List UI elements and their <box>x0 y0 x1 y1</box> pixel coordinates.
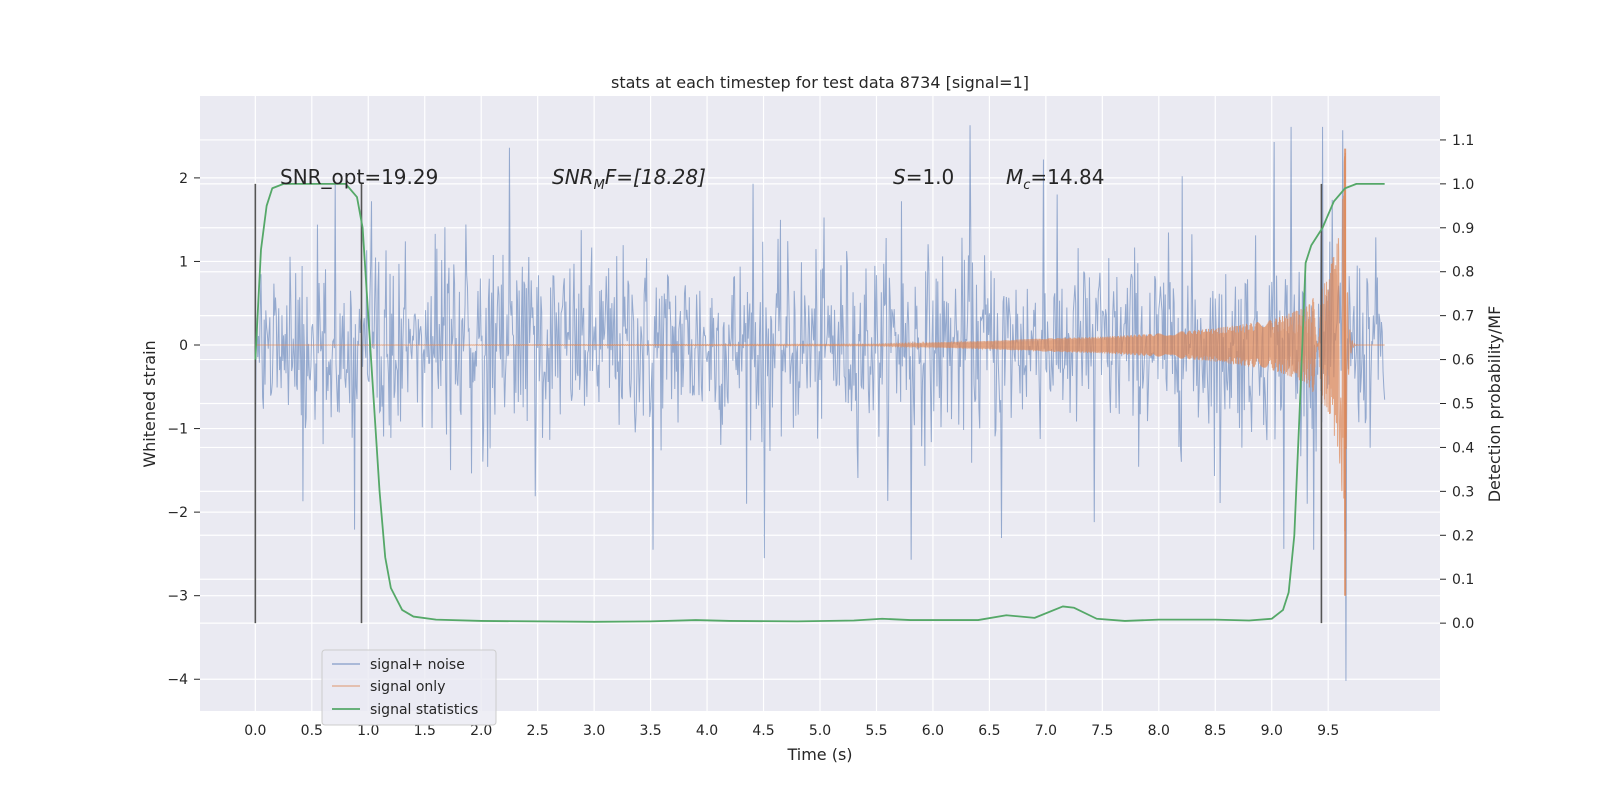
annotation-s-value: =1.0 <box>906 165 955 189</box>
series-signal-statistics <box>254 182 1385 623</box>
annotation-mc: Mc=14.84 <box>1006 165 1104 193</box>
x-tick-label: 2.5 <box>527 723 549 739</box>
signal-plus-noise-line <box>254 125 1386 681</box>
annotation-snr-opt: SNR_opt=19.29 <box>280 165 438 189</box>
annotation-s-symbol: S <box>893 165 906 189</box>
x-tick-label: 4.5 <box>752 723 774 739</box>
left-y-tick-label: 0 <box>179 338 188 354</box>
annotation-mc-subscript: c <box>1023 178 1030 193</box>
x-tick-label: 8.0 <box>1148 723 1170 739</box>
right-y-tick-label: 0.1 <box>1452 572 1474 588</box>
right-y-tick-label: 0.6 <box>1452 353 1474 369</box>
x-tick-label: 8.5 <box>1204 723 1226 739</box>
left-y-tick-label: −1 <box>167 422 188 438</box>
legend-label-signal-only: signal only <box>370 679 445 695</box>
x-axis-label: Time (s) <box>786 745 852 764</box>
right-y-tick-label: 0.9 <box>1452 221 1474 237</box>
vertical-markers <box>254 183 1323 624</box>
annotation-mc-symbol: M <box>1006 165 1023 189</box>
x-tick-label: 6.5 <box>978 723 1000 739</box>
right-y-tick-label: 0.3 <box>1452 484 1474 500</box>
annotation-mc-value: =14.84 <box>1030 165 1104 189</box>
right-y-tick-label: 0.7 <box>1452 309 1474 325</box>
x-tick-label: 1.0 <box>357 723 379 739</box>
left-y-tick-label: −4 <box>167 672 188 688</box>
chart-title: stats at each timestep for test data 873… <box>611 73 1029 92</box>
x-tick-labels: 0.0 0.5 1.0 1.5 2.0 2.5 3.0 3.5 4.0 4.5 5.0 5.5 6.0 6… <box>244 723 1339 739</box>
right-y-gridlines <box>200 139 1440 624</box>
legend-label-signal-plus-noise: signal+ noise <box>370 657 465 673</box>
right-y-tick-label: 0.5 <box>1452 397 1474 413</box>
legend-label-signal-statistics: signal statistics <box>370 702 478 718</box>
annotation-s: S=1.0 <box>893 165 954 189</box>
x-tick-label: 0.5 <box>301 723 323 739</box>
series-signal-only <box>255 148 1385 596</box>
right-y-tick-label: 0.4 <box>1452 440 1474 456</box>
x-tick-label: 3.5 <box>639 723 661 739</box>
x-tick-label: 2.0 <box>470 723 492 739</box>
left-y-tick-labels: −4 −3 −2 −1 0 1 2 <box>167 171 200 688</box>
x-tick-label: 6.0 <box>922 723 944 739</box>
series-signal-plus-noise <box>254 125 1386 681</box>
x-tick-label: 1.5 <box>414 723 436 739</box>
right-y-tick-label: 1.1 <box>1452 133 1474 149</box>
left-y-axis-label: Whitened strain <box>140 340 159 467</box>
left-y-tick-label: 1 <box>179 254 188 270</box>
legend-frame <box>321 649 497 726</box>
x-tick-label: 5.0 <box>809 723 831 739</box>
x-tick-label: 7.0 <box>1035 723 1057 739</box>
x-tick-label: 7.5 <box>1091 723 1113 739</box>
x-tick-label: 5.5 <box>865 723 887 739</box>
right-y-tick-label: 0.0 <box>1452 616 1474 632</box>
right-y-tick-labels: 0.0 0.1 0.2 0.3 0.4 0.5 0.6 0.7 0.8 0.9 1.0 1.1 <box>1440 133 1474 632</box>
left-y-tick-label: 2 <box>179 171 188 187</box>
signal-statistics-line <box>254 182 1385 623</box>
annotation-snr-mf: SNRMF=[18.28] <box>552 165 706 193</box>
annotation-snr-mf-main: SNR <box>552 165 594 189</box>
signal-only-line <box>255 152 1385 532</box>
right-y-axis-label: Detection probability/MF <box>1485 306 1504 503</box>
x-tick-label: 0.0 <box>244 723 266 739</box>
x-tick-label: 4.0 <box>696 723 718 739</box>
annotation-snr-mf-value: F=[18.28] <box>605 165 706 189</box>
right-y-tick-label: 0.2 <box>1452 528 1474 544</box>
x-tick-label: 9.0 <box>1261 723 1283 739</box>
legend: signal+ noise signal only signal statist… <box>321 649 497 726</box>
left-y-tick-label: −3 <box>167 589 188 605</box>
left-y-tick-label: −2 <box>167 505 188 521</box>
annotation-snr-mf-subscript: M <box>594 178 605 193</box>
right-y-tick-label: 1.0 <box>1452 177 1474 193</box>
x-tick-label: 3.0 <box>583 723 605 739</box>
x-tick-label: 9.5 <box>1317 723 1339 739</box>
right-y-tick-label: 0.8 <box>1452 265 1474 281</box>
